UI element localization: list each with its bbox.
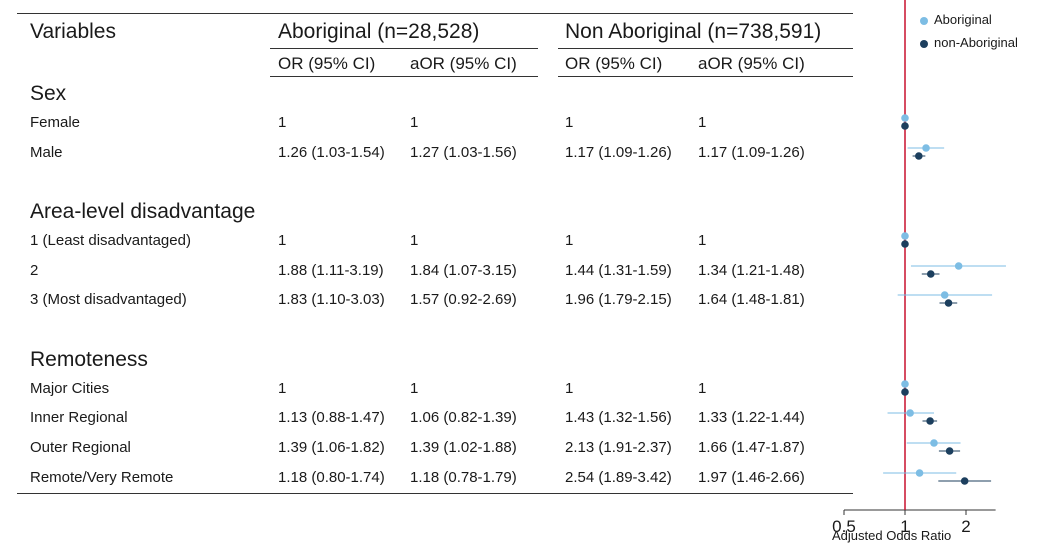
cell-ab-aor: 1 — [410, 380, 419, 397]
legend-aboriginal-label: Aboriginal — [934, 12, 992, 27]
aboriginal-aor-header: aOR (95% CI) — [410, 54, 517, 73]
point-marker — [960, 477, 969, 485]
cell-ab-aor: 1.06 (0.82-1.39) — [410, 409, 517, 426]
legend-non-aboriginal-label: non-Aboriginal — [934, 35, 1018, 50]
cell-non-or: 2.13 (1.91-2.37) — [565, 439, 672, 456]
cell-ab-aor: 1 — [410, 232, 419, 249]
point-marker — [901, 240, 909, 248]
cell-non-or: 2.54 (1.89-3.42) — [565, 469, 672, 486]
x-tick-label: 0.5 — [832, 517, 856, 536]
legend-non-aboriginal: non-Aboriginal — [920, 35, 1018, 50]
cell-non-aor: 1.97 (1.46-2.66) — [698, 469, 805, 486]
cell-non-or: 1 — [565, 380, 574, 397]
aboriginal-or-header: OR (95% CI) — [278, 54, 376, 73]
cell-ab-aor: 1 — [410, 114, 419, 131]
cell-non-or: 1 — [565, 232, 574, 249]
cell-ab-or: 1 — [278, 114, 287, 131]
cell-non-aor: 1.64 (1.48-1.81) — [698, 291, 805, 308]
point-marker — [954, 262, 963, 270]
cell-ab-or: 1 — [278, 232, 287, 249]
cell-non-aor: 1.34 (1.21-1.48) — [698, 262, 805, 279]
cell-ab-or: 1.83 (1.10-3.03) — [278, 291, 385, 308]
point-marker — [926, 417, 934, 425]
x-axis-title: Adjusted Odds Ratio — [832, 528, 952, 543]
cell-ab-aor: 1.84 (1.07-3.15) — [410, 262, 517, 279]
row-label: 2 — [30, 262, 39, 279]
non-aboriginal-subheader-rule — [558, 76, 853, 77]
row-label: Female — [30, 114, 81, 131]
non-aboriginal-group-header: Non Aboriginal (n=738,591) — [565, 20, 822, 43]
cell-non-or: 1.17 (1.09-1.26) — [565, 144, 672, 161]
cell-ab-or: 1.88 (1.11-3.19) — [278, 262, 384, 279]
cell-ab-or: 1.13 (0.88-1.47) — [278, 409, 385, 426]
aboriginal-group-header: Aboriginal (n=28,528) — [278, 20, 480, 43]
cell-ab-aor: 1.18 (0.78-1.79) — [410, 469, 517, 486]
point-marker — [901, 388, 909, 396]
cell-non-aor: 1 — [698, 114, 707, 131]
section-title-area-disadvantage: Area-level disadvantage — [30, 200, 256, 223]
row-label: Male — [30, 144, 63, 161]
point-marker — [915, 469, 924, 477]
non-aboriginal-or-header: OR (95% CI) — [565, 54, 663, 73]
cell-non-aor: 1.66 (1.47-1.87) — [698, 439, 805, 456]
cell-non-or: 1.96 (1.79-2.15) — [565, 291, 672, 308]
point-marker — [901, 122, 909, 130]
x-tick-label: 2 — [961, 517, 970, 536]
cell-non-aor: 1 — [698, 232, 707, 249]
cell-non-aor: 1.33 (1.22-1.44) — [698, 409, 805, 426]
point-marker — [915, 152, 923, 160]
point-marker — [944, 299, 953, 307]
legend-aboriginal: Aboriginal — [920, 12, 992, 27]
point-marker — [922, 144, 930, 152]
cell-ab-or: 1.26 (1.03-1.54) — [278, 144, 385, 161]
bottom-rule — [17, 493, 853, 494]
point-marker — [926, 270, 935, 278]
row-label: Major Cities — [30, 380, 110, 397]
cell-ab-or: 1 — [278, 380, 287, 397]
top-rule — [17, 13, 853, 14]
non-aboriginal-group-rule — [558, 48, 853, 49]
cell-ab-aor: 1.57 (0.92-2.69) — [410, 291, 517, 308]
aboriginal-subheader-rule — [270, 76, 538, 77]
cell-ab-aor: 1.27 (1.03-1.56) — [410, 144, 517, 161]
non-aboriginal-aor-header: aOR (95% CI) — [698, 54, 805, 73]
legend-aboriginal-marker — [920, 16, 928, 25]
cell-non-or: 1.43 (1.32-1.56) — [565, 409, 672, 426]
cell-ab-or: 1.18 (0.80-1.74) — [278, 469, 385, 486]
variables-header: Variables — [30, 20, 116, 43]
row-label: Inner Regional — [30, 409, 128, 426]
row-label: 3 (Most disadvantaged) — [30, 291, 187, 308]
cell-non-aor: 1.17 (1.09-1.26) — [698, 144, 805, 161]
row-label: Remote/Very Remote — [30, 469, 174, 486]
point-marker — [930, 439, 938, 447]
section-title-sex: Sex — [30, 82, 67, 105]
cell-non-or: 1.44 (1.31-1.59) — [565, 262, 672, 279]
x-tick-label: 1 — [900, 517, 909, 536]
point-marker — [945, 447, 954, 455]
point-marker — [901, 114, 909, 122]
point-marker — [901, 380, 909, 388]
point-marker — [940, 291, 949, 299]
point-marker — [906, 409, 914, 417]
cell-ab-or: 1.39 (1.06-1.82) — [278, 439, 385, 456]
row-label: Outer Regional — [30, 439, 131, 456]
cell-non-aor: 1 — [698, 380, 707, 397]
section-title-remoteness: Remoteness — [30, 348, 148, 371]
aboriginal-group-rule — [270, 48, 538, 49]
cell-non-or: 1 — [565, 114, 574, 131]
cell-ab-aor: 1.39 (1.02-1.88) — [410, 439, 517, 456]
legend-non-aboriginal-marker — [920, 39, 928, 48]
point-marker — [901, 232, 909, 240]
row-label: 1 (Least disadvantaged) — [30, 232, 191, 249]
